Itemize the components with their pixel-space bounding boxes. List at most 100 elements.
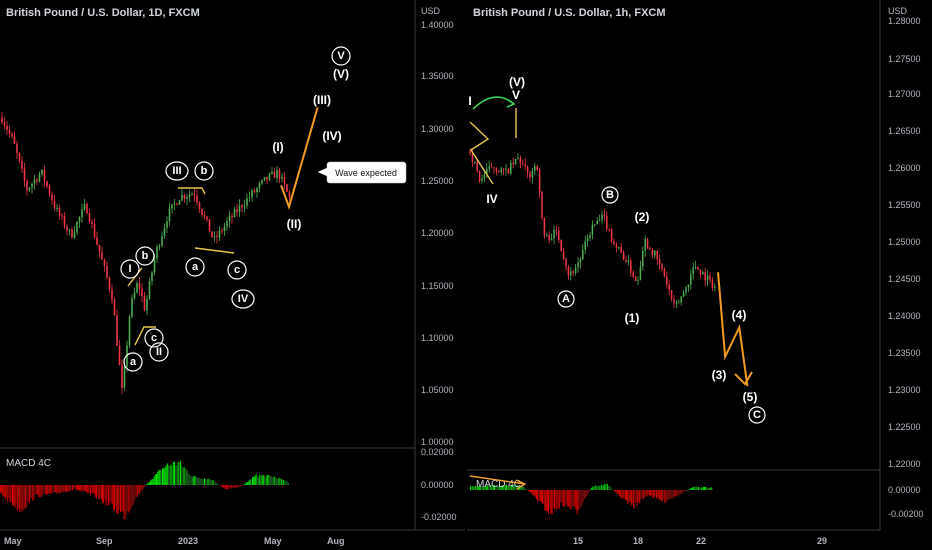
macd-bar	[231, 485, 233, 489]
candle-body	[61, 215, 63, 217]
macd-bar	[124, 485, 126, 520]
macd-bar	[683, 490, 685, 492]
macd-bar	[578, 490, 580, 511]
macd-bar	[82, 485, 84, 491]
macd-bar	[271, 476, 273, 485]
macd-bar	[111, 485, 113, 505]
candle-body	[610, 229, 613, 242]
right-wave-lines	[469, 96, 517, 185]
wave-expected-callout: Wave expected	[317, 161, 407, 184]
wave-line	[134, 326, 156, 346]
macd-bar	[624, 490, 626, 500]
macd-bar	[694, 487, 696, 490]
macd-y-tick: -0.02000	[421, 512, 457, 522]
candle-body	[486, 168, 488, 175]
candle-body	[658, 259, 661, 264]
macd-bar	[144, 485, 146, 488]
candle-body	[18, 152, 21, 161]
macd-bar	[609, 485, 611, 490]
wave-label: I	[128, 263, 131, 275]
y-tick: 1.24500	[888, 274, 921, 284]
candle-body	[642, 250, 644, 267]
macd-bar	[576, 490, 578, 515]
macd-bar	[92, 485, 94, 494]
macd-bar	[557, 490, 559, 508]
macd-bar	[56, 485, 58, 494]
candle-body	[93, 223, 96, 238]
macd-bar	[10, 485, 12, 502]
candle-body	[608, 229, 610, 231]
macd-bar	[491, 486, 493, 490]
candle-body	[627, 260, 630, 262]
macd-bar	[616, 490, 618, 493]
macd-bar	[660, 490, 662, 502]
macd-bar	[612, 489, 614, 491]
candle-body	[51, 194, 53, 201]
candle-body	[153, 257, 156, 273]
macd-bar	[284, 480, 286, 485]
candle-body	[143, 296, 146, 311]
candle-body	[666, 276, 668, 285]
wave-label: (V)	[509, 75, 525, 89]
candle-body	[548, 235, 550, 241]
candle-body	[148, 281, 151, 299]
candle-body	[231, 215, 233, 218]
macd-bar	[536, 490, 538, 500]
candle-body	[582, 249, 584, 260]
candle-body	[514, 159, 517, 165]
macd-bar	[198, 477, 200, 485]
macd-bar	[104, 485, 106, 499]
candle-body	[211, 231, 213, 237]
macd-bar	[69, 485, 71, 491]
macd-bar	[688, 489, 690, 491]
macd-bar	[706, 487, 708, 490]
macd-bar	[232, 485, 234, 489]
macd-bar	[33, 485, 35, 500]
macd-bar	[114, 485, 116, 511]
macd-bar	[264, 475, 266, 485]
candle-body	[709, 275, 711, 280]
candle-body	[476, 161, 478, 171]
macd-bar	[672, 490, 674, 499]
candle-body	[567, 266, 570, 276]
macd-bar	[581, 490, 583, 505]
left-macd-histogram	[0, 460, 290, 520]
candle-body	[498, 171, 500, 173]
candle-body	[505, 168, 507, 170]
candle-body	[261, 180, 263, 184]
macd-bar	[278, 477, 280, 485]
macd-bar	[151, 479, 153, 485]
macd-bar	[236, 485, 238, 488]
wave-label: B	[606, 189, 614, 201]
candle-body	[213, 236, 216, 238]
candle-body	[560, 240, 562, 252]
wave-label: a	[130, 356, 137, 368]
macd-bar	[222, 485, 224, 487]
macd-bar	[669, 490, 671, 500]
candle-body	[273, 171, 276, 178]
left-candles	[1, 111, 291, 395]
candle-body	[191, 194, 193, 196]
macd-bar	[224, 485, 226, 489]
macd-bar	[700, 487, 702, 490]
macd-bar	[8, 485, 10, 498]
macd-bar	[692, 487, 694, 490]
candle-body	[579, 259, 582, 263]
candle-body	[481, 178, 483, 181]
y-tick: 1.10000	[421, 333, 454, 343]
wave-label: II	[156, 346, 162, 358]
macd-bar	[542, 490, 544, 504]
macd-bar	[471, 486, 473, 490]
candle-body	[138, 283, 141, 290]
candle-body	[613, 241, 615, 245]
macd-bar	[177, 462, 179, 485]
macd-bar	[129, 485, 131, 511]
candle-body	[711, 279, 714, 288]
candle-body	[632, 272, 634, 277]
macd-bar	[97, 485, 99, 496]
macd-bar	[123, 485, 125, 520]
macd-bar	[252, 477, 254, 485]
macd-bar	[189, 474, 191, 485]
macd-bar	[480, 486, 482, 490]
